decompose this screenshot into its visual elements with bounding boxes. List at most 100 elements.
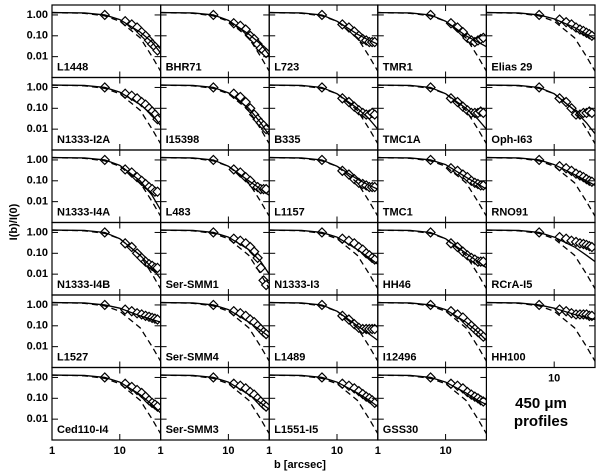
y-tick-label: 1.00 [27, 371, 48, 383]
panel-label: GSS30 [383, 424, 418, 436]
panel-label: L483 [166, 206, 191, 218]
x-axis-label: b [arcsec] [274, 459, 326, 471]
beam-line [377, 84, 487, 145]
panel-label: B335 [274, 134, 300, 146]
diamond-marker [348, 383, 360, 394]
beam-line [486, 156, 595, 217]
beam-line [486, 301, 595, 362]
panel [269, 299, 378, 362]
beam-line [486, 84, 595, 145]
diamond-marker [126, 381, 138, 393]
panel [160, 372, 270, 435]
x-tick-label: 10 [331, 445, 343, 457]
y-tick-label: 0.01 [27, 413, 48, 425]
y-tick-label: 0.10 [27, 247, 48, 259]
panel [269, 372, 378, 435]
panel [52, 82, 161, 145]
diamond-marker [566, 165, 577, 177]
diamond-marker [348, 173, 360, 185]
y-tick-label: 0.10 [27, 320, 48, 332]
panel [269, 227, 378, 290]
x-tick-label: 10 [114, 445, 126, 457]
beam-line [52, 374, 161, 435]
beam-line [160, 229, 270, 290]
diamond-marker [131, 384, 143, 396]
diamond-marker [234, 380, 246, 392]
x-tick-label: 1 [49, 445, 55, 457]
panel [52, 154, 161, 217]
panel-label: N1333-I3 [274, 279, 319, 291]
panel-label: N1333-I2A [57, 134, 110, 146]
diamond-marker [343, 380, 355, 392]
beam-line [52, 11, 161, 72]
panel [377, 227, 487, 290]
beam-line [160, 11, 270, 72]
panel [269, 82, 378, 145]
panel [160, 299, 270, 362]
diamond-marker [452, 380, 463, 392]
beam-line [52, 229, 161, 290]
panel-label: Ser-SMM1 [166, 279, 219, 291]
beam-line [486, 229, 595, 290]
y-tick-label: 0.01 [27, 196, 48, 208]
panel-label: L1157 [274, 206, 305, 218]
panel-label: Oph-I63 [491, 134, 532, 146]
beam-line [377, 374, 487, 435]
diamond-marker [445, 17, 457, 29]
panel [486, 82, 595, 145]
beam-line [377, 229, 487, 290]
x-tick-label: 10 [439, 445, 451, 457]
diamond-marker [452, 309, 463, 320]
y-tick-label: 0.10 [27, 102, 48, 114]
beam-line [486, 11, 595, 72]
panel-label: HH46 [383, 279, 411, 291]
panel [377, 372, 487, 435]
y-tick-label: 0.10 [27, 175, 48, 187]
x-tick-label: 10 [222, 445, 234, 457]
beam-line [160, 301, 270, 362]
panel-label: HH100 [491, 351, 525, 363]
diamond-marker [560, 162, 572, 174]
beam-line [269, 374, 378, 435]
beam-line [269, 229, 378, 290]
panel-label: RCrA-I5 [491, 279, 532, 291]
panel-label: L1551-I5 [274, 424, 318, 436]
y-tick-label: 1.00 [27, 299, 48, 311]
y-tick-label: 1.00 [27, 9, 48, 21]
beam-line [52, 301, 161, 362]
panel-label: Ser-SMM4 [166, 351, 220, 363]
y-tick-label: 0.01 [27, 341, 48, 353]
panel-label: RNO91 [491, 206, 528, 218]
beam-line [269, 11, 378, 72]
panel [486, 227, 595, 290]
panel-label: N1333-I4B [57, 279, 110, 291]
diamond-marker [234, 307, 246, 319]
panel-label: L1489 [274, 351, 305, 363]
panel [160, 82, 270, 145]
panel-label: Ced110-I4 [57, 424, 109, 436]
panel-label: Ser-SMM3 [166, 424, 219, 436]
beam-line [160, 84, 270, 145]
panel [160, 154, 270, 217]
x-tick-label: 1 [266, 445, 272, 457]
diamond-marker [343, 235, 355, 247]
panel [377, 154, 487, 217]
beam-line [269, 301, 378, 362]
panel-label: BHR71 [166, 61, 202, 73]
panel [377, 82, 487, 145]
panel-label: N1333-I4A [57, 206, 110, 218]
panel-label: TMC1 [383, 206, 413, 218]
panel-label: L1448 [57, 61, 88, 73]
caption: 450 μm [515, 395, 567, 412]
x-tick-label: 1 [375, 445, 381, 457]
beam-line [269, 156, 378, 217]
panel-label: I12496 [383, 351, 417, 363]
panel [52, 299, 161, 362]
y-tick-label: 1.00 [27, 154, 48, 166]
panel [269, 154, 378, 217]
panel [486, 9, 595, 72]
y-axis-label: I(b)/I(0) [8, 203, 20, 240]
x-tick-label: 10 [548, 372, 560, 384]
panel [52, 227, 161, 290]
